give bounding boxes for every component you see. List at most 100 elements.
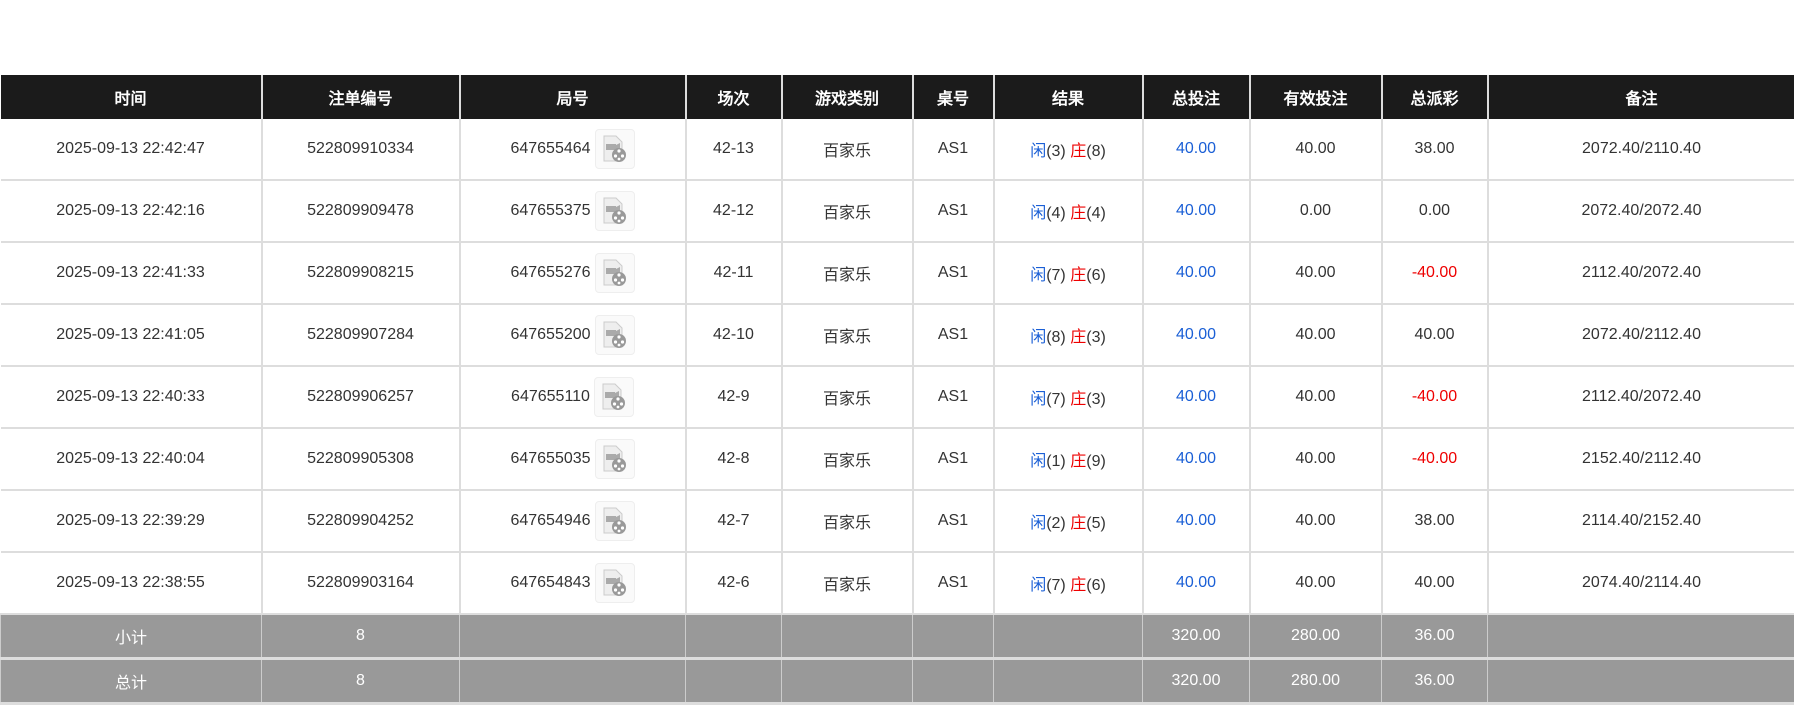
round-number: 647654843	[510, 574, 590, 591]
table-no-cell: AS1	[913, 428, 994, 490]
bet-id-cell: 522809903164	[262, 552, 460, 614]
valid-bet-cell: 40.00	[1250, 428, 1382, 490]
player-label: 闲	[1030, 143, 1046, 160]
summary-valid-bet: 280.00	[1250, 614, 1382, 659]
round-number: 647654946	[510, 512, 590, 529]
round-number: 647655035	[510, 450, 590, 467]
bet-id-cell: 522809905308	[262, 428, 460, 490]
round-cell: 647655035	[460, 428, 686, 490]
session-cell: 42-10	[686, 304, 782, 366]
header-session: 场次	[686, 75, 782, 119]
game-type-cell: 百家乐	[782, 552, 913, 614]
time-cell: 2025-09-13 22:42:16	[1, 180, 262, 242]
round-cell: 647654843	[460, 552, 686, 614]
bet-id-cell: 522809906257	[262, 366, 460, 428]
valid-bet-cell: 0.00	[1250, 180, 1382, 242]
banker-label: 庄	[1070, 143, 1086, 160]
bet-id-cell: 522809908215	[262, 242, 460, 304]
session-cell: 42-8	[686, 428, 782, 490]
header-table-no: 桌号	[913, 75, 994, 119]
player-score: (1)	[1046, 453, 1066, 470]
header-result: 结果	[994, 75, 1143, 119]
video-replay-icon[interactable]	[595, 253, 635, 293]
header-bet-id: 注单编号	[262, 75, 460, 119]
banker-label: 庄	[1070, 453, 1086, 470]
result-cell: 闲(7) 庄(6)	[994, 552, 1143, 614]
header-valid-bet: 有效投注	[1250, 75, 1382, 119]
bet-id-cell: 522809904252	[262, 490, 460, 552]
round-number: 647655464	[510, 140, 590, 157]
empty-cell	[782, 614, 913, 659]
banker-score: (4)	[1086, 205, 1106, 222]
bet-id-cell: 522809907284	[262, 304, 460, 366]
video-replay-icon[interactable]	[595, 501, 635, 541]
payout-cell: -40.00	[1382, 428, 1488, 490]
payout-cell: 38.00	[1382, 119, 1488, 180]
video-replay-icon[interactable]	[595, 129, 635, 169]
table-no-cell: AS1	[913, 366, 994, 428]
game-type-cell: 百家乐	[782, 366, 913, 428]
total-bet-cell: 40.00	[1143, 428, 1250, 490]
summary-payout: 36.00	[1382, 614, 1488, 659]
time-cell: 2025-09-13 22:42:47	[1, 119, 262, 180]
video-replay-icon[interactable]	[595, 315, 635, 355]
player-label: 闲	[1030, 515, 1046, 532]
empty-cell	[460, 659, 686, 704]
video-replay-icon[interactable]	[594, 377, 634, 417]
empty-cell	[686, 614, 782, 659]
time-cell: 2025-09-13 22:40:33	[1, 366, 262, 428]
session-cell: 42-13	[686, 119, 782, 180]
valid-bet-cell: 40.00	[1250, 552, 1382, 614]
time-cell: 2025-09-13 22:41:33	[1, 242, 262, 304]
note-cell: 2112.40/2072.40	[1488, 242, 1794, 304]
player-label: 闲	[1030, 329, 1046, 346]
result-cell: 闲(7) 庄(3)	[994, 366, 1143, 428]
summary-label: 总计	[1, 659, 262, 704]
video-replay-icon[interactable]	[595, 191, 635, 231]
session-cell: 42-9	[686, 366, 782, 428]
result-cell: 闲(4) 庄(4)	[994, 180, 1143, 242]
total-bet-cell: 40.00	[1143, 242, 1250, 304]
player-score: (3)	[1046, 143, 1066, 160]
result-cell: 闲(8) 庄(3)	[994, 304, 1143, 366]
banker-label: 庄	[1070, 267, 1086, 284]
time-cell: 2025-09-13 22:41:05	[1, 304, 262, 366]
summary-total-bet: 320.00	[1143, 614, 1250, 659]
video-replay-icon[interactable]	[595, 439, 635, 479]
table-no-cell: AS1	[913, 119, 994, 180]
player-score: (7)	[1046, 267, 1066, 284]
time-cell: 2025-09-13 22:39:29	[1, 490, 262, 552]
table-no-cell: AS1	[913, 490, 994, 552]
result-cell: 闲(2) 庄(5)	[994, 490, 1143, 552]
banker-label: 庄	[1070, 515, 1086, 532]
game-type-cell: 百家乐	[782, 304, 913, 366]
round-cell: 647655200	[460, 304, 686, 366]
banker-score: (6)	[1086, 577, 1106, 594]
note-cell: 2072.40/2110.40	[1488, 119, 1794, 180]
player-score: (7)	[1046, 577, 1066, 594]
player-label: 闲	[1030, 453, 1046, 470]
player-score: (7)	[1046, 391, 1066, 408]
round-cell: 647655276	[460, 242, 686, 304]
valid-bet-cell: 40.00	[1250, 242, 1382, 304]
round-cell: 647654946	[460, 490, 686, 552]
empty-cell	[686, 659, 782, 704]
game-type-cell: 百家乐	[782, 428, 913, 490]
round-cell: 647655110	[460, 366, 686, 428]
player-score: (2)	[1046, 515, 1066, 532]
summary-payout: 36.00	[1382, 659, 1488, 704]
empty-cell	[1488, 659, 1794, 704]
valid-bet-cell: 40.00	[1250, 304, 1382, 366]
banker-score: (3)	[1086, 329, 1106, 346]
header-round: 局号	[460, 75, 686, 119]
video-replay-icon[interactable]	[595, 563, 635, 603]
valid-bet-cell: 40.00	[1250, 490, 1382, 552]
empty-cell	[994, 659, 1143, 704]
payout-cell: -40.00	[1382, 366, 1488, 428]
valid-bet-cell: 40.00	[1250, 366, 1382, 428]
round-number: 647655375	[510, 202, 590, 219]
payout-cell: 0.00	[1382, 180, 1488, 242]
